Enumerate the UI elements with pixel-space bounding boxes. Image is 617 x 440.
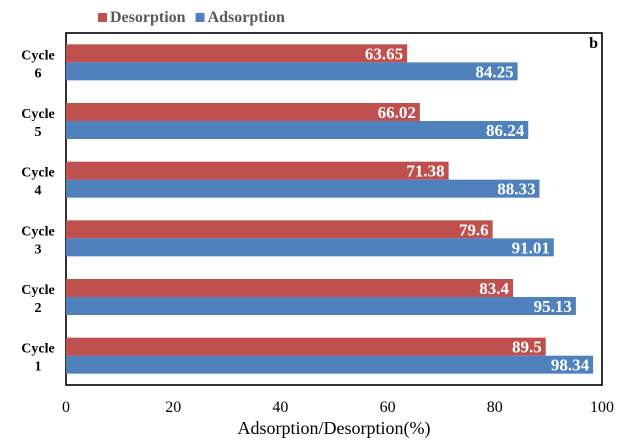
x-axis-title: Adsorption/Desorption(%) [238, 418, 431, 439]
category-number-2: 2 [35, 301, 42, 316]
category-label-4: Cycle [21, 166, 54, 181]
data-label-adsorption-5: 86.24 [486, 121, 525, 140]
category-label-5: Cycle [21, 107, 54, 122]
x-tick-80: 80 [487, 399, 503, 416]
bar-adsorption-6 [66, 62, 518, 81]
data-label-adsorption-4: 88.33 [497, 180, 535, 199]
data-label-desorption-6: 63.65 [365, 44, 403, 63]
category-label-1: Cycle [21, 342, 54, 357]
legend-swatch-desorption [98, 13, 107, 22]
panel-label: b [589, 35, 598, 52]
bar-desorption-2 [66, 279, 514, 297]
x-tick-40: 40 [272, 399, 288, 416]
data-label-desorption-4: 71.38 [406, 162, 444, 181]
category-number-5: 5 [35, 125, 42, 140]
legend: Desorption Adsorption [98, 9, 285, 26]
category-label-3: Cycle [21, 224, 54, 239]
data-label-desorption-3: 79.6 [459, 220, 489, 239]
data-label-adsorption-3: 91.01 [512, 238, 550, 257]
bar-adsorption-1 [66, 355, 594, 374]
bar-desorption-3 [66, 220, 493, 239]
category-number-4: 4 [35, 184, 42, 199]
category-number-1: 1 [35, 360, 42, 375]
x-tick-20: 20 [165, 399, 181, 416]
bar-desorption-4 [66, 161, 449, 180]
bar-adsorption-3 [66, 238, 554, 257]
x-tick-100: 100 [590, 399, 614, 416]
data-label-desorption-2: 83.4 [479, 279, 509, 298]
bar-desorption-6 [66, 44, 408, 63]
category-label-2: Cycle [21, 283, 54, 298]
data-label-adsorption-1: 98.34 [551, 356, 590, 375]
x-tick-0: 0 [62, 399, 70, 416]
x-tick-60: 60 [380, 399, 396, 416]
category-number-3: 3 [35, 242, 42, 257]
legend-label-adsorption: Adsorption [208, 9, 285, 26]
bar-desorption-5 [66, 103, 420, 121]
category-label-6: Cycle [21, 48, 54, 63]
data-label-adsorption-6: 84.25 [475, 62, 513, 81]
bar-adsorption-2 [66, 297, 576, 315]
legend-swatch-adsorption [195, 13, 205, 22]
category-number-6: 6 [35, 66, 42, 81]
bars-group: 89.5 98.34 83.4 95.13 79.6 91.01 71.38 88.33 66.… [66, 44, 594, 375]
data-label-adsorption-2: 95.13 [534, 297, 572, 316]
category-labels: Cycle 1 Cycle 2 Cycle 3 Cycle 4 Cycle 5 Cycle 6 [21, 48, 54, 374]
data-label-desorption-5: 66.02 [378, 103, 416, 122]
data-label-desorption-1: 89.5 [512, 338, 542, 357]
bar-adsorption-5 [66, 121, 529, 139]
plot-frame [65, 32, 603, 386]
bar-desorption-1 [66, 337, 546, 356]
x-axis-ticks: 0 20 40 60 80 100 [62, 399, 614, 416]
legend-label-desorption: Desorption [110, 9, 186, 26]
bar-adsorption-4 [66, 179, 540, 198]
